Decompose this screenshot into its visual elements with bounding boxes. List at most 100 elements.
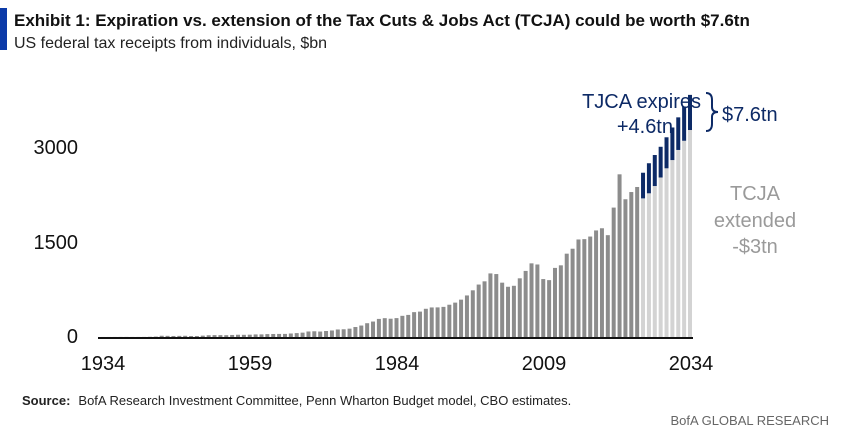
bar-historical	[517, 278, 522, 337]
bar-historical	[564, 253, 569, 337]
accent-bar	[0, 8, 7, 50]
bar-tcja-expires	[641, 172, 646, 199]
bar-historical	[582, 239, 587, 337]
bar-tcja-extended	[664, 168, 669, 337]
bar-historical	[341, 329, 346, 337]
bar-tcja-expires	[652, 155, 657, 187]
bar-tcja-extended	[682, 140, 687, 337]
bar-historical	[476, 284, 481, 337]
annotation-extended: extended	[713, 210, 797, 232]
bar-historical	[429, 307, 434, 337]
bar-historical	[312, 331, 317, 337]
x-tick-label: 1959	[227, 353, 273, 375]
bar-historical	[412, 312, 417, 337]
bar-historical	[271, 333, 276, 337]
bar-tcja-expires	[682, 106, 687, 141]
bars-group	[101, 94, 692, 338]
bar-historical	[277, 333, 282, 337]
x-tick-label: 1934	[80, 353, 126, 375]
bar-historical	[511, 285, 516, 337]
bar-historical	[371, 321, 376, 337]
bar-historical	[623, 199, 628, 337]
bar-historical	[482, 281, 487, 337]
bar-historical	[400, 315, 405, 337]
bar-historical	[171, 335, 176, 337]
bar-historical	[617, 174, 622, 337]
bar-tcja-extended	[676, 149, 681, 337]
bar-historical	[576, 239, 581, 337]
bar-historical	[306, 331, 311, 337]
bar-historical	[447, 304, 452, 337]
bar-historical	[594, 230, 599, 337]
bar-tcja-extended	[646, 193, 651, 337]
bar-historical	[212, 335, 217, 337]
bar-historical	[300, 332, 305, 337]
bar-historical	[282, 333, 287, 337]
bar-tcja-expires	[670, 127, 675, 161]
brand-footer: BofA GLOBAL RESEARCH	[670, 413, 829, 428]
bar-historical	[206, 335, 211, 337]
bar-historical	[224, 335, 229, 337]
bar-historical	[159, 335, 164, 337]
annotation-total: $7.6tn	[722, 104, 778, 126]
bar-tcja-extended	[670, 160, 675, 337]
bar-historical	[552, 267, 557, 337]
bar-historical	[241, 334, 246, 337]
bar-historical	[236, 334, 241, 337]
chart-subtitle: US federal tax receipts from individuals…	[14, 35, 328, 52]
annotation-expires: TJCA expires	[582, 91, 701, 113]
source-label: Source:	[22, 393, 71, 408]
x-tick-label: 2009	[521, 353, 567, 375]
bar-tcja-extended	[652, 186, 657, 337]
bar-historical	[435, 307, 440, 337]
bar-tcja-extended	[641, 198, 646, 337]
bar-historical	[605, 235, 610, 337]
chart-title: Exhibit 1: Expiration vs. extension of t…	[14, 11, 750, 30]
bar-historical	[535, 264, 540, 337]
bar-historical	[353, 327, 358, 337]
bar-historical	[488, 273, 493, 337]
bar-tcja-expires	[646, 163, 651, 194]
annotation-extended: TCJA	[730, 183, 780, 205]
bar-historical	[365, 323, 370, 337]
bar-historical	[294, 333, 299, 337]
bar-historical	[529, 263, 534, 337]
bar-tcja-expires	[664, 137, 669, 169]
bar-historical	[153, 336, 158, 338]
bar-historical	[189, 336, 194, 337]
bracket-icon	[705, 92, 719, 132]
bar-historical	[259, 334, 264, 337]
bar-historical	[506, 286, 511, 337]
bar-historical	[500, 282, 505, 337]
bar-historical	[394, 318, 399, 337]
x-tick-label: 2034	[668, 353, 714, 375]
annotation-expires-amount: +4.6tn	[616, 116, 673, 138]
bar-historical	[165, 335, 170, 337]
bar-historical	[523, 270, 528, 337]
bar-historical	[588, 236, 593, 337]
bar-historical	[265, 334, 270, 337]
bar-historical	[376, 318, 381, 337]
bar-historical	[406, 314, 411, 337]
y-tick-label: 1500	[33, 232, 79, 254]
bar-historical	[194, 335, 199, 337]
bar-historical	[359, 325, 364, 337]
bar-historical	[629, 192, 634, 337]
source-note: Source: BofA Research Investment Committe…	[22, 393, 571, 408]
bar-historical	[200, 335, 205, 337]
y-tick-label: 3000	[33, 137, 79, 159]
bar-historical	[599, 228, 604, 337]
bar-tcja-extended	[658, 177, 663, 337]
bar-historical	[288, 333, 293, 337]
bar-historical	[177, 335, 182, 337]
bar-historical	[611, 207, 616, 337]
bar-historical	[464, 295, 469, 337]
bar-historical	[329, 330, 334, 337]
bar-historical	[417, 311, 422, 337]
bar-historical	[635, 186, 640, 337]
bar-historical	[247, 334, 252, 337]
bar-historical	[453, 302, 458, 337]
bar-historical	[541, 279, 546, 337]
bar-historical	[570, 248, 575, 337]
